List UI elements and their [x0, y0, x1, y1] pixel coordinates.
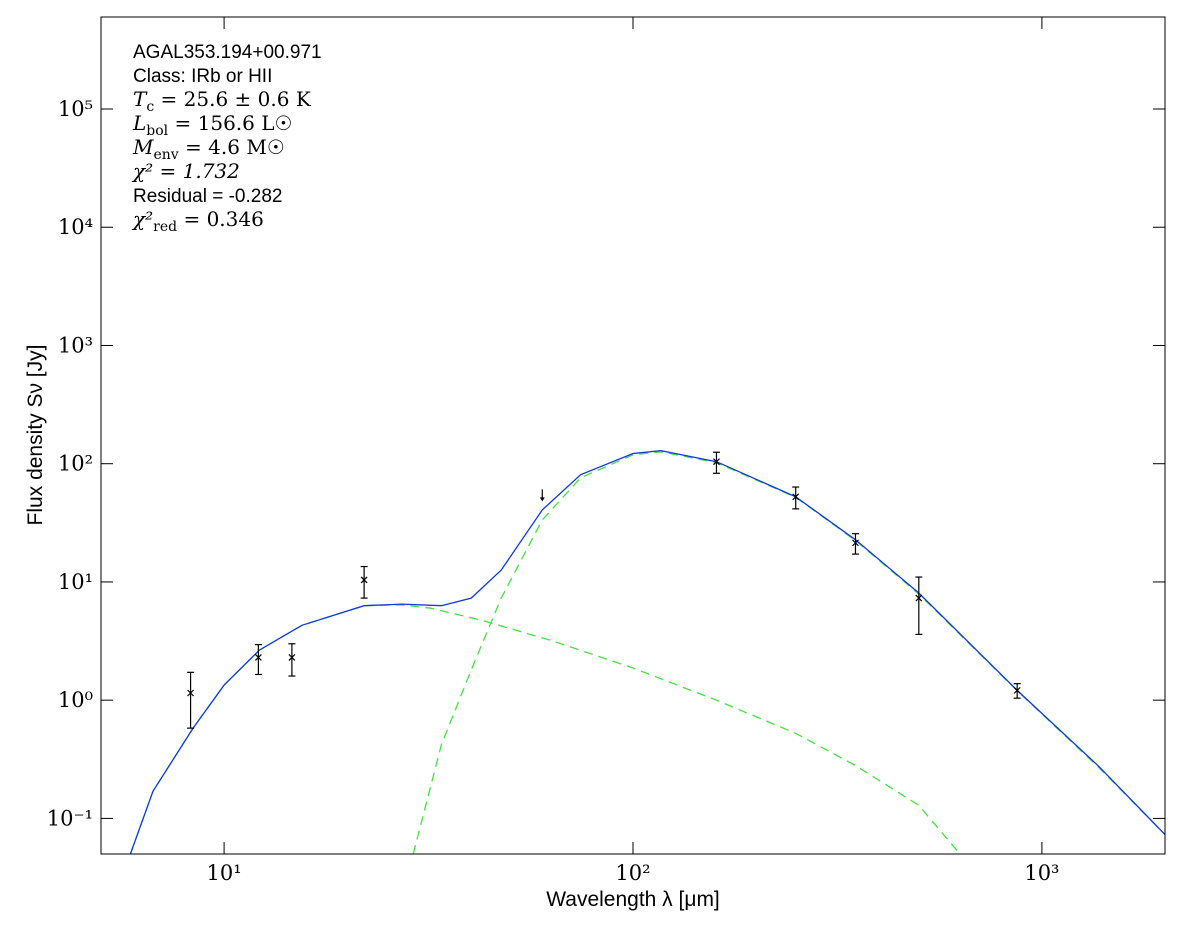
- annotation-text: AGAL353.194+00.971: [133, 42, 322, 63]
- annotation: AGAL353.194+00.971: [133, 42, 322, 63]
- annotation-rest: = 25.6 ± 0.6 K: [154, 87, 312, 111]
- annotation: χ²red = 0.346: [131, 207, 264, 235]
- annotation-text: Class: IRb or HII: [133, 66, 272, 87]
- annotation: Class: IRb or HII: [133, 66, 272, 87]
- annotation-text: χ² = 1.732: [131, 159, 240, 183]
- annotation-text: Residual = -0.282: [133, 186, 282, 207]
- y-tick-label: 10⁻¹: [47, 806, 93, 830]
- x-tick-label: 10³: [1024, 861, 1059, 885]
- annotation-rest: = 156.6 L☉: [168, 111, 292, 135]
- y-tick-label: 10²: [58, 452, 93, 476]
- annotation-rest: = 0.346: [177, 207, 264, 231]
- data-point: [1013, 686, 1021, 694]
- y-axis-label: Flux density Sν [Jy]: [24, 345, 47, 526]
- data-point: [254, 653, 262, 661]
- data-point: [360, 576, 368, 584]
- component-curve: [129, 604, 961, 854]
- y-tick-label: 10⁰: [58, 688, 93, 712]
- data-point: [713, 458, 720, 466]
- data-point: [288, 653, 296, 661]
- annotation-sub: red: [153, 219, 177, 235]
- annotation-text: M: [132, 135, 154, 159]
- annotation-sub: c: [146, 99, 154, 115]
- data-point: [852, 539, 859, 547]
- data-point: [915, 594, 923, 602]
- annotation-text: L: [132, 111, 146, 135]
- annotation: χ² = 1.732: [131, 159, 240, 183]
- annotation-rest: = 4.6 M☉: [179, 135, 285, 159]
- annotation-text: T: [133, 87, 148, 111]
- y-tick-label: 10³: [58, 333, 93, 357]
- annotation-text: χ²: [131, 207, 153, 231]
- y-tick-label: 10¹: [58, 570, 93, 594]
- annotation-sub: env: [153, 147, 178, 163]
- plot-area: [129, 449, 1165, 854]
- x-axis-label: Wavelength λ [μm]: [546, 888, 720, 911]
- y-tick-label: 10⁴: [58, 215, 93, 239]
- data-point: [187, 689, 194, 697]
- annotation: Menv = 4.6 M☉: [132, 135, 285, 163]
- y-tick-label: 10⁵: [58, 97, 93, 121]
- upper-limit-arrow: [539, 497, 545, 502]
- annotation: Tc = 25.6 ± 0.6 K: [133, 87, 312, 115]
- annotation-sub: bol: [146, 123, 168, 139]
- data-point: [792, 493, 800, 501]
- x-tick-label: 10¹: [207, 861, 242, 885]
- annotation: Residual = -0.282: [133, 186, 282, 207]
- model-curve: [129, 449, 1165, 854]
- x-tick-label: 10²: [615, 861, 650, 885]
- annotation: Lbol = 156.6 L☉: [132, 111, 292, 139]
